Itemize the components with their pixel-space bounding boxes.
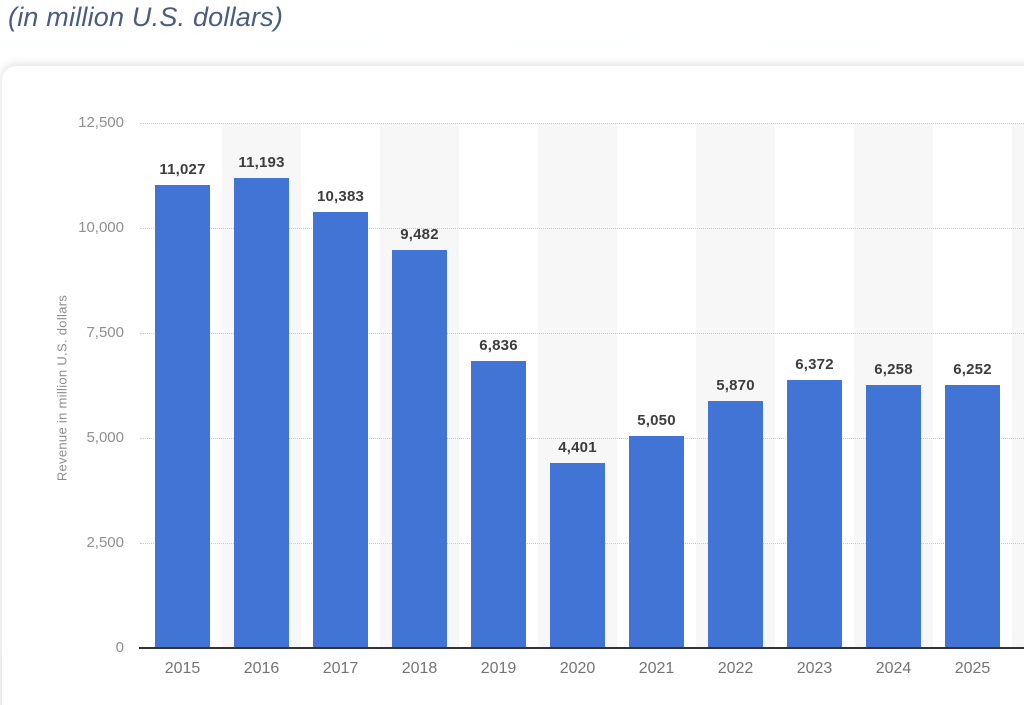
bar-2015[interactable] [155, 185, 210, 648]
bar-2018[interactable] [392, 250, 447, 648]
bar-2020[interactable] [550, 463, 605, 648]
bar-2024[interactable] [866, 385, 921, 648]
x-tick-label: 2018 [401, 660, 438, 677]
y-tick-label: 7,500 [86, 324, 124, 341]
x-tick-label: 2021 [638, 660, 675, 677]
bar-value-label: 6,836 [479, 337, 518, 354]
bar-2022[interactable] [708, 401, 763, 648]
bar-2017[interactable] [313, 212, 368, 648]
bar-value-label: 6,252 [953, 361, 992, 378]
bar-value-label: 6,258 [874, 361, 913, 378]
x-tick-label: 2022 [717, 660, 754, 677]
chart-subtitle: (in million U.S. dollars) [8, 2, 284, 32]
bar-value-label: 11,027 [159, 161, 206, 178]
bar-value-label: 4,401 [558, 439, 597, 456]
x-axis-line [139, 647, 1024, 649]
gridline [140, 123, 1024, 124]
bar-value-label: 5,870 [716, 377, 755, 394]
bar-2025[interactable] [945, 385, 1000, 648]
gridline [140, 228, 1024, 229]
y-tick-label: 12,500 [78, 114, 124, 131]
bar-value-label: 6,372 [795, 356, 834, 373]
x-tick-label: 2023 [796, 660, 833, 677]
x-tick-label: 2024 [875, 660, 912, 677]
y-tick-label: 2,500 [86, 534, 124, 551]
y-tick-label: 10,000 [78, 219, 124, 236]
y-tick-label: 5,000 [86, 429, 124, 446]
bar-value-label: 5,050 [637, 412, 676, 429]
y-tick-label: 0 [115, 639, 124, 656]
gridline [140, 438, 1024, 439]
x-tick-label: 2017 [322, 660, 359, 677]
x-tick-label: 2015 [164, 660, 201, 677]
bar-2021[interactable] [629, 436, 684, 648]
x-tick-label: 2020 [559, 660, 596, 677]
bar-2019[interactable] [471, 361, 526, 648]
bar-value-label: 10,383 [316, 188, 365, 205]
gridline [140, 333, 1024, 334]
x-tick-label: 2016 [243, 660, 280, 677]
x-tick-label: 2025 [954, 660, 991, 677]
bar-value-label: 11,193 [238, 154, 285, 171]
bar-value-label: 9,482 [400, 226, 439, 243]
y-axis-title: Revenue in million U.S. dollars [54, 294, 70, 482]
bar-2023[interactable] [787, 380, 842, 648]
plot-background-band [1012, 123, 1024, 648]
bar-2016[interactable] [234, 178, 289, 648]
x-tick-label: 2019 [480, 660, 517, 677]
